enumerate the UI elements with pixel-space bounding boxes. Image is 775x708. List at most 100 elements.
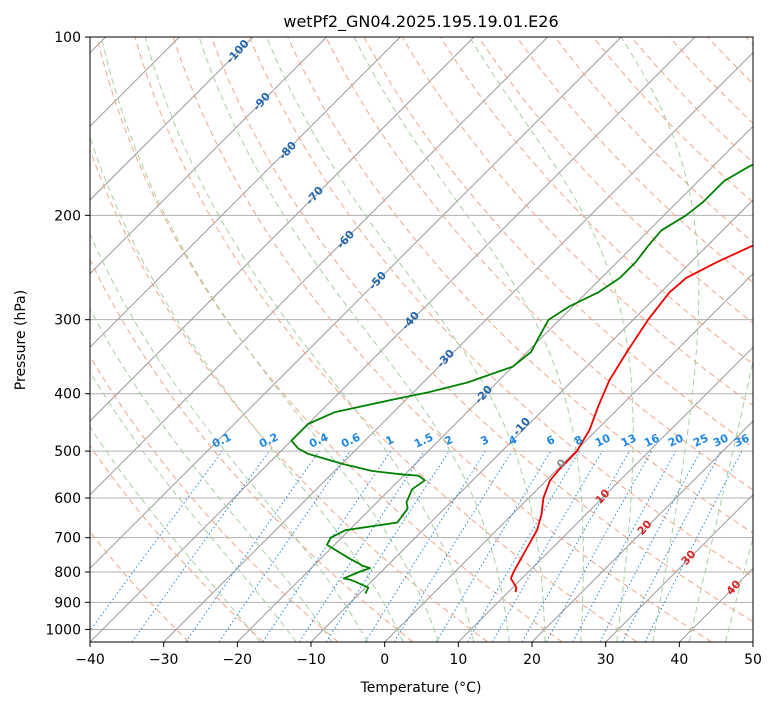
- moist-adiabat-line: [90, 232, 369, 642]
- x-tick-label: 30: [597, 652, 615, 668]
- dry-adiabat-line: [401, 37, 753, 406]
- isotherm-line: [678, 567, 753, 642]
- moist-adiabat-line: [469, 37, 634, 642]
- mixing-ratio-line: [599, 450, 701, 642]
- isotherm-line: [531, 420, 753, 642]
- dry-adiabat-line: [134, 37, 638, 642]
- mixing-ratio-label: 36: [732, 431, 752, 449]
- dry-adiabat-label: -80: [276, 139, 299, 163]
- isotherm-line: [310, 199, 753, 642]
- moist-adiabat-label: 10: [593, 486, 613, 506]
- moist-adiabat-line: [725, 536, 753, 642]
- dry-adiabat-line: [554, 37, 753, 243]
- moist-adiabat-line: [688, 358, 753, 642]
- dry-adiabat-line: [90, 445, 264, 642]
- dry-adiabat-line: [325, 37, 753, 491]
- dry-adiabat-line: [478, 37, 753, 324]
- mixing-ratio-line: [325, 450, 450, 642]
- dewpoint-line: [290, 163, 753, 595]
- mixing-ratio-lines: [90, 450, 743, 642]
- dry-adiabat-line: [90, 148, 488, 642]
- isotherm-line: [90, 37, 696, 642]
- mixing-ratio-line: [298, 450, 425, 642]
- mixing-ratio-line: [521, 450, 630, 642]
- y-tick-label: 700: [54, 531, 81, 547]
- x-tick-label: −40: [75, 652, 105, 668]
- profile-lines: [290, 163, 753, 595]
- y-axis-label: Pressure (hPa): [13, 290, 29, 390]
- mixing-ratio-label: 2: [443, 433, 455, 448]
- mixing-ratio-label: 3: [479, 433, 491, 448]
- isotherm-line: [236, 125, 753, 642]
- x-axis-label: Temperature (°C): [360, 680, 482, 696]
- x-tick-label: −10: [296, 652, 326, 668]
- temperature-line: [510, 244, 753, 593]
- moist-adiabat-line: [266, 37, 546, 642]
- dry-adiabat-line: [210, 37, 753, 623]
- mixing-ratio-label: 0.6: [339, 430, 362, 450]
- plot-frame: [89, 36, 754, 643]
- dry-adiabat-label: -20: [472, 383, 495, 407]
- isotherm-lines: [90, 37, 753, 642]
- mixing-ratio-line: [185, 450, 320, 642]
- x-tick-label: 40: [670, 652, 688, 668]
- y-tick-label: 100: [54, 30, 81, 46]
- mixing-ratio-label: 0.2: [257, 431, 280, 451]
- isotherm-line: [752, 641, 753, 642]
- mixing-ratio-line: [131, 450, 270, 642]
- moist-adiabat-line: [100, 37, 439, 642]
- axis-ticks: −40 −30 −20 −10 0 10 20 30 40 5010020030040050060…: [45, 30, 762, 668]
- y-tick-label: 200: [54, 208, 81, 224]
- isotherm-line: [605, 493, 753, 642]
- mixing-ratio-line: [262, 450, 392, 642]
- dry-adiabat-line: [363, 37, 753, 448]
- mixing-ratio-line: [572, 450, 677, 642]
- y-tick-label: 300: [54, 313, 81, 329]
- dry-adiabat-line: [172, 37, 712, 642]
- mixing-ratio-label: 20: [666, 431, 686, 449]
- moist-adiabat-line: [198, 37, 510, 642]
- dry-adiabat-line: [439, 37, 753, 365]
- mixing-ratio-label: 25: [691, 431, 710, 449]
- isotherm-line: [90, 37, 328, 275]
- mixing-ratio-label: 6: [545, 433, 558, 448]
- dry-adiabat-line: [90, 355, 339, 642]
- isotherm-line: [90, 37, 254, 201]
- y-tick-label: 900: [54, 595, 81, 611]
- y-tick-label: 500: [54, 444, 81, 460]
- dry-adiabat-line: [592, 37, 753, 203]
- moist-adiabat-line: [90, 308, 333, 642]
- chart-title: wetPf2_GN04.2025.195.19.01.E26: [283, 12, 558, 32]
- dry-adiabat-label: -100: [224, 37, 252, 66]
- isotherm-line: [163, 51, 753, 642]
- isotherm-line: [90, 37, 549, 496]
- y-tick-label: 600: [54, 491, 81, 507]
- x-tick-label: 50: [744, 652, 762, 668]
- moist-adiabat-line: [90, 370, 297, 642]
- moist-adiabat-label: 20: [635, 517, 655, 537]
- dry-adiabat-line: [630, 37, 753, 164]
- moist-adiabat-line: [90, 135, 404, 642]
- mixing-ratio-label: 13: [619, 431, 638, 449]
- isotherm-line: [90, 37, 401, 349]
- isotherm-line: [457, 346, 753, 642]
- moist-adiabat-line: [353, 37, 584, 642]
- moist-adiabat-line: [90, 426, 261, 642]
- dry-adiabat-lines: [90, 37, 753, 642]
- mixing-ratio-line: [393, 450, 513, 642]
- mixing-ratio-line: [491, 450, 603, 642]
- isotherm-line: [90, 37, 622, 570]
- mixing-ratio-line: [435, 450, 552, 642]
- dry-adiabat-line: [745, 37, 753, 46]
- mixing-ratio-label: 30: [711, 431, 731, 449]
- mixing-ratio-label: 16: [642, 431, 662, 449]
- mixing-ratio-line: [218, 450, 351, 642]
- x-tick-label: −30: [149, 652, 179, 668]
- moist-adiabat-label: 30: [679, 547, 699, 567]
- mixing-ratio-line: [545, 450, 653, 642]
- pressure-gridlines: [90, 37, 753, 630]
- mixing-ratio-label: 0.1: [210, 431, 233, 451]
- x-tick-label: 10: [449, 652, 467, 668]
- y-tick-label: 400: [54, 387, 81, 403]
